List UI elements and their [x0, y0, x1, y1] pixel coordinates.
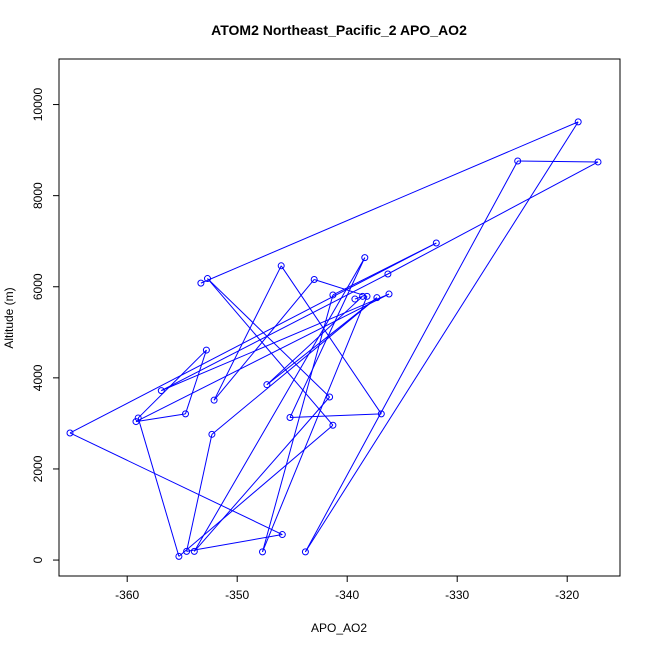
data-point: [157, 387, 165, 395]
data-point: [182, 410, 189, 418]
data-point: [377, 410, 385, 418]
series-segment: [213, 265, 282, 401]
series-segment: [207, 278, 330, 398]
data-point: [351, 295, 359, 303]
series-segment: [314, 278, 368, 297]
y-axis: 0 2000 4000 6000 8000 10000: [31, 88, 59, 563]
y-tick-label: 0: [31, 556, 45, 563]
series-segment: [262, 296, 368, 553]
data-point: [373, 294, 381, 302]
series-segment: [304, 160, 519, 553]
x-tick-label: -320: [555, 588, 579, 602]
data-point: [310, 275, 318, 283]
series-segment: [137, 349, 207, 419]
y-tick-label: 6000: [31, 273, 45, 300]
series-segment: [69, 242, 437, 434]
data-point: [132, 418, 140, 426]
data-point: [175, 552, 183, 560]
series-segment: [289, 257, 366, 418]
series-segment: [280, 265, 382, 415]
data-point: [210, 396, 218, 404]
data-point: [259, 548, 266, 556]
data-point: [326, 393, 334, 401]
data-point: [204, 275, 211, 283]
data-point: [432, 239, 440, 247]
series-segment: [289, 413, 382, 418]
x-tick-label: -360: [115, 588, 139, 602]
series-segment: [213, 279, 315, 401]
data-point: [183, 547, 191, 555]
data-point: [208, 430, 216, 438]
data-point: [197, 279, 205, 287]
data-point: [574, 118, 582, 126]
data-point: [277, 262, 285, 270]
series-segment: [137, 417, 180, 557]
data-point: [202, 346, 210, 354]
y-tick-label: 8000: [31, 182, 45, 209]
series-segment: [69, 432, 283, 535]
series-segment: [266, 295, 363, 386]
x-tick-label: -330: [445, 588, 469, 602]
data-point: [134, 414, 142, 422]
data-point: [514, 157, 522, 165]
x-tick-label: -350: [225, 588, 249, 602]
data-point: [359, 292, 367, 300]
series-segment: [211, 297, 378, 435]
data-point: [363, 292, 371, 300]
series-segment: [161, 293, 390, 392]
data-point: [594, 158, 602, 166]
data-point: [329, 421, 337, 429]
y-axis-label: Altitude (m): [2, 287, 16, 348]
data-point: [301, 548, 309, 556]
series-group: [66, 118, 602, 560]
series-segment: [200, 121, 579, 284]
data-point: [278, 531, 286, 539]
series-segment: [207, 278, 334, 426]
x-tick-label: -340: [335, 588, 359, 602]
y-tick-label: 2000: [31, 455, 45, 482]
x-axis-label: APO_AO2: [311, 621, 367, 635]
data-point: [329, 291, 337, 299]
y-tick-label: 10000: [31, 88, 45, 122]
data-point: [286, 413, 294, 421]
y-tick-label: 4000: [31, 364, 45, 391]
series-segment: [517, 160, 599, 163]
series-segment: [185, 349, 207, 414]
data-point: [263, 381, 271, 389]
series-segment: [135, 293, 390, 423]
data-point: [361, 254, 369, 262]
x-axis: -360 -350 -340 -330 -320: [115, 576, 580, 602]
series-segment: [266, 297, 378, 386]
series-segment: [193, 257, 366, 552]
data-point: [66, 429, 74, 437]
data-point: [384, 270, 392, 278]
series-segment: [186, 534, 283, 552]
series-segment: [387, 161, 599, 275]
series-segment: [135, 413, 186, 423]
plot-frame: [58, 58, 621, 577]
data-point: [190, 547, 198, 555]
series-segment: [186, 434, 213, 552]
series-segment: [354, 295, 363, 300]
chart-title: ATOM2 Northeast_Pacific_2 APO_AO2: [211, 22, 467, 38]
series-segment: [304, 121, 579, 553]
data-point: [385, 290, 393, 298]
series-segment: [193, 396, 330, 552]
series-segment: [262, 294, 334, 552]
